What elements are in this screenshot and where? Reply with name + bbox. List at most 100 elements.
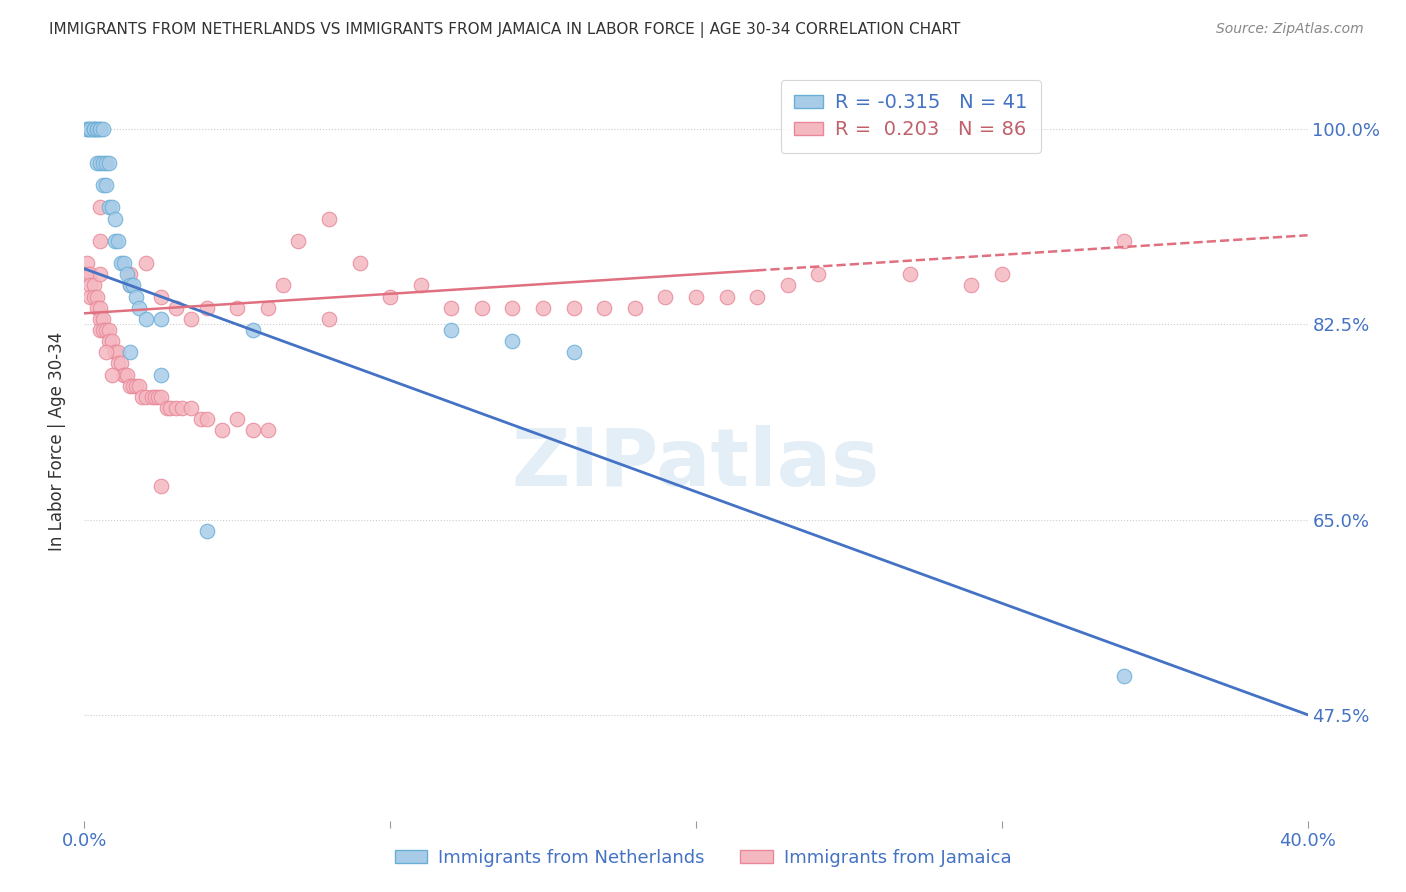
Point xyxy=(128,301,150,315)
Point xyxy=(115,368,138,382)
Point xyxy=(195,301,218,315)
Y-axis label: In Labor Force | Age 30-34: In Labor Force | Age 30-34 xyxy=(48,332,66,551)
Point xyxy=(89,312,111,326)
Point xyxy=(624,301,647,315)
Point xyxy=(112,368,135,382)
Point xyxy=(86,122,108,136)
Point xyxy=(91,156,114,170)
Point xyxy=(89,268,111,282)
Point xyxy=(79,268,101,282)
Text: IMMIGRANTS FROM NETHERLANDS VS IMMIGRANTS FROM JAMAICA IN LABOR FORCE | AGE 30-3: IMMIGRANTS FROM NETHERLANDS VS IMMIGRANT… xyxy=(49,22,960,38)
Point xyxy=(86,290,108,304)
Point xyxy=(287,234,309,248)
Point xyxy=(156,401,179,416)
Point xyxy=(79,290,101,304)
Point xyxy=(654,290,676,304)
Point xyxy=(120,278,142,293)
Text: Source: ZipAtlas.com: Source: ZipAtlas.com xyxy=(1216,22,1364,37)
Point xyxy=(128,378,150,392)
Point xyxy=(271,278,294,293)
Point xyxy=(318,211,340,226)
Point xyxy=(226,301,249,315)
Point xyxy=(502,334,524,349)
Point xyxy=(349,256,371,270)
Point xyxy=(83,122,105,136)
Point xyxy=(91,312,114,326)
Point xyxy=(1114,669,1136,683)
Point xyxy=(195,412,218,426)
Point xyxy=(104,211,127,226)
Point xyxy=(562,301,585,315)
Point xyxy=(115,268,138,282)
Point xyxy=(110,356,132,371)
Point xyxy=(143,390,166,404)
Point xyxy=(79,278,101,293)
Point xyxy=(91,323,114,337)
Point xyxy=(86,156,108,170)
Point xyxy=(685,290,707,304)
Point xyxy=(107,356,129,371)
Point xyxy=(79,122,101,136)
Point xyxy=(120,268,142,282)
Point xyxy=(242,323,264,337)
Point xyxy=(380,290,402,304)
Point xyxy=(97,323,120,337)
Point xyxy=(112,368,135,382)
Point xyxy=(91,122,114,136)
Point xyxy=(471,301,494,315)
Point xyxy=(101,201,124,215)
Point xyxy=(89,301,111,315)
Point xyxy=(89,156,111,170)
Point xyxy=(149,368,172,382)
Point xyxy=(91,178,114,193)
Point xyxy=(242,424,264,438)
Point xyxy=(195,524,218,538)
Legend: R = -0.315   N = 41, R =  0.203   N = 86: R = -0.315 N = 41, R = 0.203 N = 86 xyxy=(780,79,1040,153)
Point xyxy=(89,323,111,337)
Point xyxy=(146,390,169,404)
Point xyxy=(440,301,463,315)
Point xyxy=(180,312,202,326)
Point xyxy=(159,401,181,416)
Point xyxy=(89,201,111,215)
Point xyxy=(89,122,111,136)
Point xyxy=(104,234,127,248)
Point xyxy=(83,122,105,136)
Point xyxy=(149,390,172,404)
Point xyxy=(76,122,98,136)
Point xyxy=(226,412,249,426)
Point xyxy=(440,323,463,337)
Point xyxy=(165,401,187,416)
Point xyxy=(125,290,148,304)
Point xyxy=(76,256,98,270)
Point xyxy=(89,122,111,136)
Point xyxy=(960,278,983,293)
Point xyxy=(76,122,98,136)
Point xyxy=(190,412,212,426)
Point xyxy=(83,278,105,293)
Point xyxy=(101,334,124,349)
Point xyxy=(86,122,108,136)
Point xyxy=(141,390,163,404)
Text: ZIPatlas: ZIPatlas xyxy=(512,425,880,503)
Point xyxy=(716,290,738,304)
Point xyxy=(180,401,202,416)
Point xyxy=(531,301,554,315)
Point xyxy=(97,334,120,349)
Point xyxy=(107,345,129,359)
Point xyxy=(89,234,111,248)
Point xyxy=(165,301,187,315)
Point xyxy=(112,256,135,270)
Point xyxy=(172,401,194,416)
Point xyxy=(318,312,340,326)
Point xyxy=(409,278,432,293)
Point xyxy=(110,256,132,270)
Point xyxy=(101,368,124,382)
Point xyxy=(149,479,172,493)
Point xyxy=(593,301,616,315)
Point xyxy=(257,424,280,438)
Point xyxy=(149,290,172,304)
Point xyxy=(502,301,524,315)
Point xyxy=(104,345,127,359)
Point xyxy=(898,268,921,282)
